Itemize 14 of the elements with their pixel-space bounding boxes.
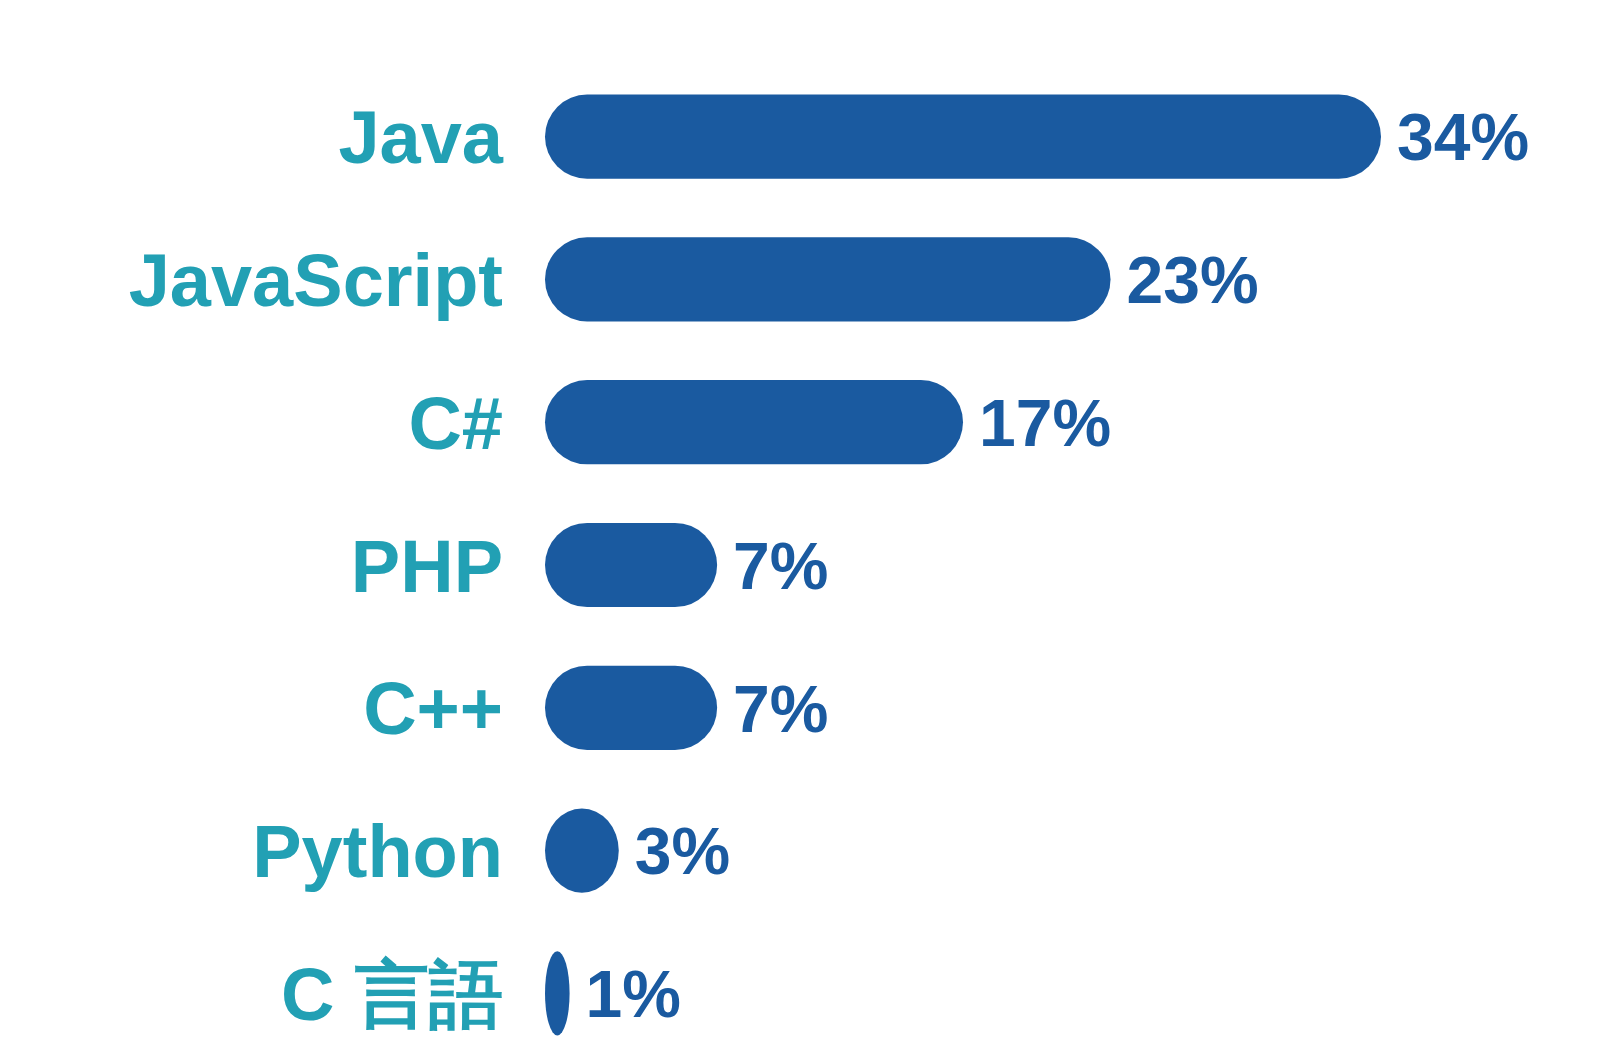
y-tick-label: C++ <box>363 667 503 751</box>
y-tick-label: Python <box>252 810 503 894</box>
data-label: 17% <box>979 385 1112 460</box>
data-label: 1% <box>585 957 681 1032</box>
y-tick-label: C# <box>408 381 503 465</box>
y-tick-label: Java <box>338 96 504 180</box>
y-tick-label: JavaScript <box>128 239 503 323</box>
data-label: 34% <box>1397 100 1530 175</box>
y-tick-label: C 言語 <box>281 952 503 1036</box>
data-label: 7% <box>733 671 829 746</box>
y-tick-label: PHP <box>350 524 503 608</box>
data-label: 3% <box>634 814 731 889</box>
data-label: 7% <box>733 528 829 603</box>
data-label: 23% <box>1126 243 1259 318</box>
